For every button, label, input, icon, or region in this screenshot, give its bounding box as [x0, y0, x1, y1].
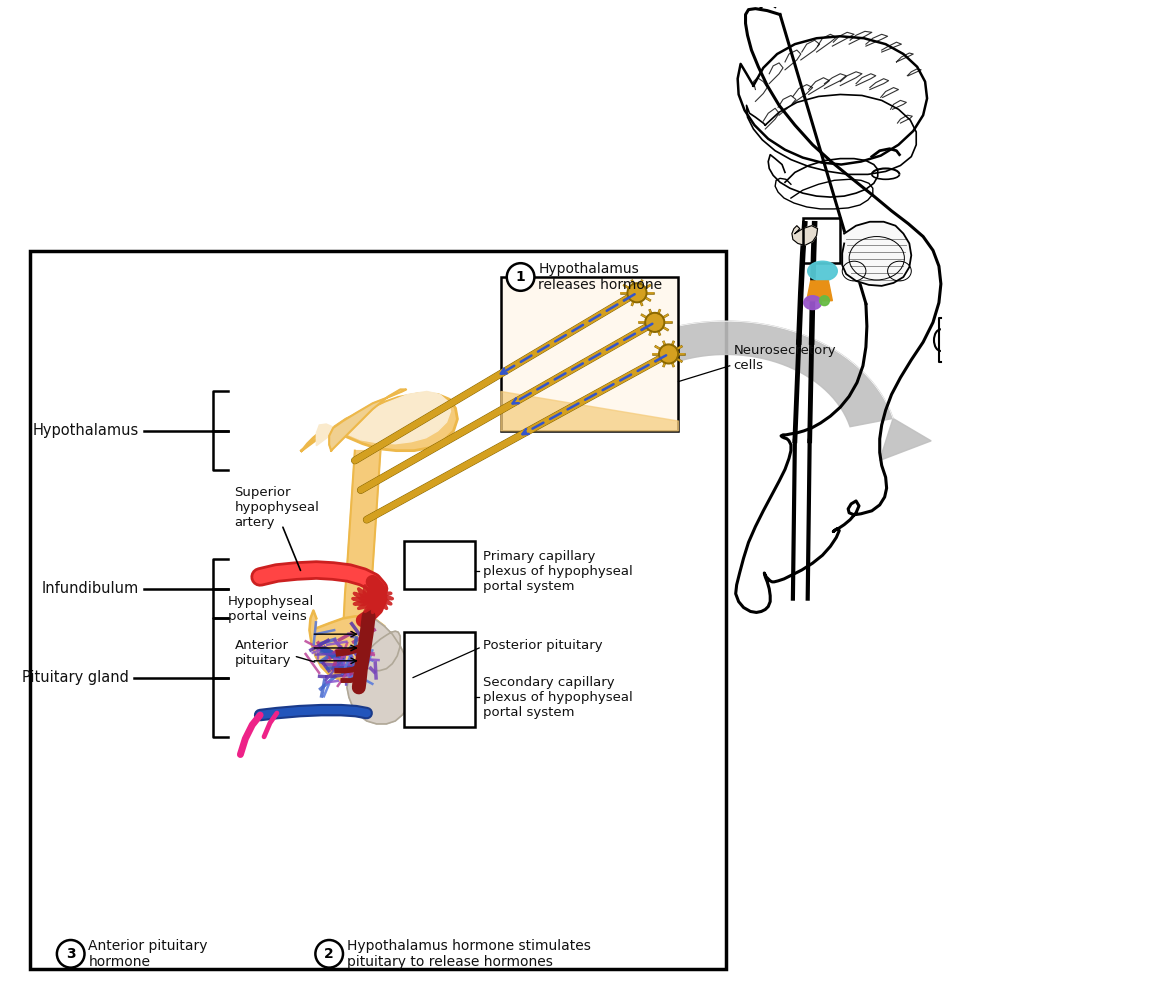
Polygon shape: [879, 418, 931, 460]
Ellipse shape: [819, 296, 830, 306]
Bar: [501, 277, 679, 431]
Text: Neurosecretory
cells: Neurosecretory cells: [734, 344, 837, 372]
Circle shape: [507, 263, 534, 291]
Circle shape: [645, 313, 665, 333]
Text: Hypothalamus
releases hormone: Hypothalamus releases hormone: [539, 262, 662, 292]
Text: 3: 3: [66, 947, 75, 961]
Text: Hypothalamus: Hypothalamus: [32, 423, 138, 438]
Polygon shape: [309, 611, 389, 680]
Bar: [404, 632, 475, 727]
Circle shape: [627, 283, 647, 303]
Polygon shape: [301, 393, 457, 450]
Polygon shape: [559, 321, 893, 426]
Text: Secondary capillary
plexus of hypophyseal
portal system: Secondary capillary plexus of hypophysea…: [484, 676, 632, 719]
Text: Hypothalamus hormone stimulates
pituitary to release hormones: Hypothalamus hormone stimulates pituitar…: [347, 938, 591, 969]
Ellipse shape: [808, 261, 838, 281]
Polygon shape: [347, 617, 412, 724]
Text: Anterior
pituitary: Anterior pituitary: [234, 638, 291, 667]
Bar: [30, 251, 726, 969]
Circle shape: [57, 940, 84, 968]
Text: Primary capillary
plexus of hypophyseal
portal system: Primary capillary plexus of hypophyseal …: [484, 550, 632, 593]
Circle shape: [647, 315, 662, 331]
Text: Anterior pituitary
hormone: Anterior pituitary hormone: [89, 938, 208, 969]
Polygon shape: [329, 389, 406, 450]
Bar: [803, 218, 840, 263]
Polygon shape: [316, 391, 450, 445]
Polygon shape: [842, 222, 912, 286]
Text: 1: 1: [516, 270, 525, 284]
Text: 2: 2: [324, 947, 334, 961]
Ellipse shape: [803, 296, 822, 310]
Bar: [404, 542, 475, 589]
Polygon shape: [792, 226, 817, 245]
Text: Superior
hypophyseal
artery: Superior hypophyseal artery: [234, 486, 320, 529]
Text: Hypophyseal
portal veins: Hypophyseal portal veins: [227, 595, 314, 622]
Polygon shape: [343, 450, 381, 628]
Text: Posterior pituitary: Posterior pituitary: [484, 639, 602, 652]
Circle shape: [659, 344, 679, 364]
Circle shape: [629, 285, 645, 301]
Text: Pituitary gland: Pituitary gland: [22, 670, 129, 685]
Circle shape: [661, 346, 676, 362]
Polygon shape: [501, 391, 679, 431]
Polygon shape: [807, 281, 832, 301]
Text: Infundibulum: Infundibulum: [42, 582, 138, 597]
Circle shape: [315, 940, 343, 968]
